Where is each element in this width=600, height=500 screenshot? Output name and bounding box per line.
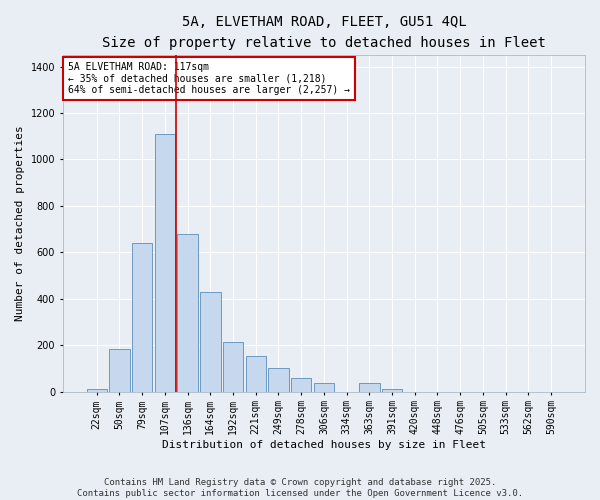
Bar [245,356,266,392]
Bar [268,368,289,392]
Bar [178,234,198,392]
Bar [382,389,402,392]
Text: Contains HM Land Registry data © Crown copyright and database right 2025.
Contai: Contains HM Land Registry data © Crown c… [77,478,523,498]
Text: 5A ELVETHAM ROAD: 117sqm
← 35% of detached houses are smaller (1,218)
64% of sem: 5A ELVETHAM ROAD: 117sqm ← 35% of detach… [68,62,350,95]
Title: 5A, ELVETHAM ROAD, FLEET, GU51 4QL
Size of property relative to detached houses : 5A, ELVETHAM ROAD, FLEET, GU51 4QL Size … [102,15,546,50]
Bar [132,243,152,392]
X-axis label: Distribution of detached houses by size in Fleet: Distribution of detached houses by size … [162,440,486,450]
Bar [109,348,130,392]
Bar [155,134,175,392]
Bar [86,389,107,392]
Bar [223,342,243,392]
Bar [200,292,221,392]
Bar [291,378,311,392]
Bar [359,384,380,392]
Y-axis label: Number of detached properties: Number of detached properties [15,126,25,321]
Bar [314,384,334,392]
